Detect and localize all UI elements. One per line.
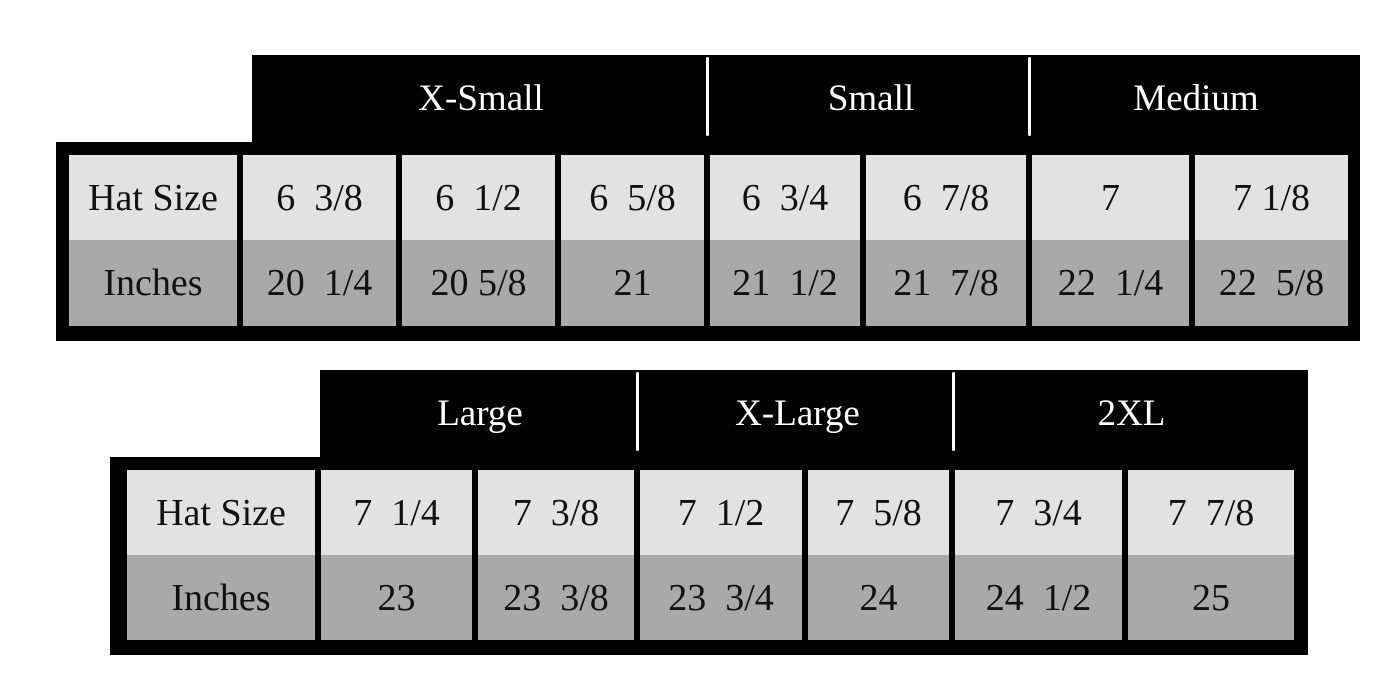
hat-size-cell: 6 3/8 bbox=[243, 155, 396, 240]
size-group-label: Large bbox=[437, 393, 523, 434]
hat-size-cell: 7 7/8 bbox=[1128, 470, 1294, 555]
inches-cell: 20 5/8 bbox=[402, 240, 555, 326]
row-label: Hat Size bbox=[127, 470, 315, 555]
size-group-label: Small bbox=[827, 78, 915, 119]
inches-cell: 22 1/4 bbox=[1032, 240, 1189, 326]
size-group-header-bar bbox=[252, 55, 1360, 142]
hat-size-cell: 7 bbox=[1032, 155, 1189, 240]
size-group-label: 2XL bbox=[1097, 393, 1166, 434]
inches-cell: 21 1/2 bbox=[710, 240, 860, 326]
inches-cell: 21 7/8 bbox=[866, 240, 1026, 326]
inches-cell: 24 1/2 bbox=[955, 555, 1122, 640]
inches-cell: 21 bbox=[561, 240, 704, 326]
header-divider bbox=[706, 57, 709, 136]
row-label: Inches bbox=[69, 240, 237, 326]
hat-size-cell: 7 3/4 bbox=[955, 470, 1122, 555]
size-group-label: X-Large bbox=[735, 393, 860, 434]
hat-size-cell: 6 3/4 bbox=[710, 155, 860, 240]
row-label: Hat Size bbox=[69, 155, 237, 240]
inches-cell: 24 bbox=[808, 555, 949, 640]
inches-cell: 22 5/8 bbox=[1195, 240, 1348, 326]
inches-cell: 23 bbox=[321, 555, 472, 640]
size-group-label: X-Small bbox=[418, 78, 544, 119]
header-divider bbox=[1028, 57, 1031, 136]
hat-size-cell: 7 1/4 bbox=[321, 470, 472, 555]
size-group-label: Medium bbox=[1133, 78, 1259, 119]
hat-size-cell: 6 1/2 bbox=[402, 155, 555, 240]
hat-size-cell: 6 5/8 bbox=[561, 155, 704, 240]
header-divider bbox=[952, 372, 955, 451]
inches-cell: 23 3/8 bbox=[478, 555, 634, 640]
inches-cell: 23 3/4 bbox=[640, 555, 802, 640]
row-label: Inches bbox=[127, 555, 315, 640]
inches-cell: 25 bbox=[1128, 555, 1294, 640]
inches-cell: 20 1/4 bbox=[243, 240, 396, 326]
hat-size-cell: 7 1/2 bbox=[640, 470, 802, 555]
hat-size-cell: 7 1/8 bbox=[1195, 155, 1348, 240]
hat-size-cell: 6 7/8 bbox=[866, 155, 1026, 240]
hat-size-cell: 7 3/8 bbox=[478, 470, 634, 555]
header-divider bbox=[636, 372, 639, 451]
hat-size-cell: 7 5/8 bbox=[808, 470, 949, 555]
size-group-header-bar bbox=[320, 370, 1308, 457]
